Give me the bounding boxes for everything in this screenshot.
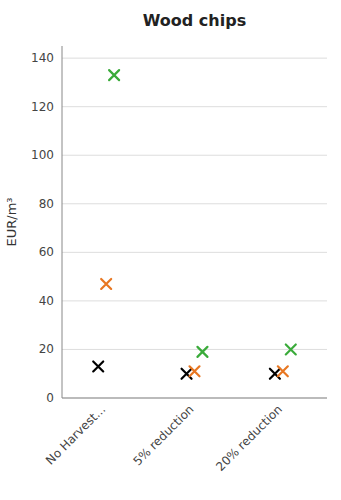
x-tick-label: No Harvest...: [43, 402, 108, 467]
y-tick-label: 80: [39, 197, 54, 211]
grid-line: [62, 155, 327, 156]
series: [93, 361, 280, 378]
y-grid: [62, 58, 327, 398]
y-axis-line: [62, 46, 63, 398]
grid-line: [62, 58, 327, 59]
grid-line: [62, 300, 327, 301]
series: [101, 279, 288, 376]
point-marker: [109, 70, 119, 80]
x-tick-label: 20% reduction: [213, 402, 285, 474]
x-axis-line: [62, 398, 327, 399]
chart-container: Wood chips EUR/m³ 0 20 40 60 80 100 120 140 No Har…: [0, 0, 341, 500]
point-marker: [278, 366, 288, 376]
y-tick-label: 120: [31, 100, 54, 114]
y-tick-label: 60: [39, 245, 54, 259]
y-tick-label: 20: [39, 342, 54, 356]
series: [109, 70, 296, 357]
x-tick-label: 5% reduction: [130, 402, 196, 468]
point-marker: [286, 344, 296, 354]
point-marker: [197, 347, 207, 357]
point-marker: [93, 361, 103, 371]
grid-line: [62, 252, 327, 253]
chart-svg: Wood chips EUR/m³ 0 20 40 60 80 100 120 140 No Har…: [0, 0, 341, 500]
y-tick-label: 100: [31, 148, 54, 162]
y-axis-label: EUR/m³: [4, 197, 19, 246]
point-marker: [101, 279, 111, 289]
grid-line: [62, 106, 327, 107]
y-tick-label: 40: [39, 294, 54, 308]
grid-line: [62, 203, 327, 204]
chart-title: Wood chips: [143, 11, 246, 30]
point-marker: [190, 366, 200, 376]
y-tick-label: 0: [46, 391, 54, 405]
grid-line: [62, 398, 327, 399]
marks: [93, 70, 296, 379]
grid-line: [62, 349, 327, 350]
y-tick-label: 140: [31, 51, 54, 65]
